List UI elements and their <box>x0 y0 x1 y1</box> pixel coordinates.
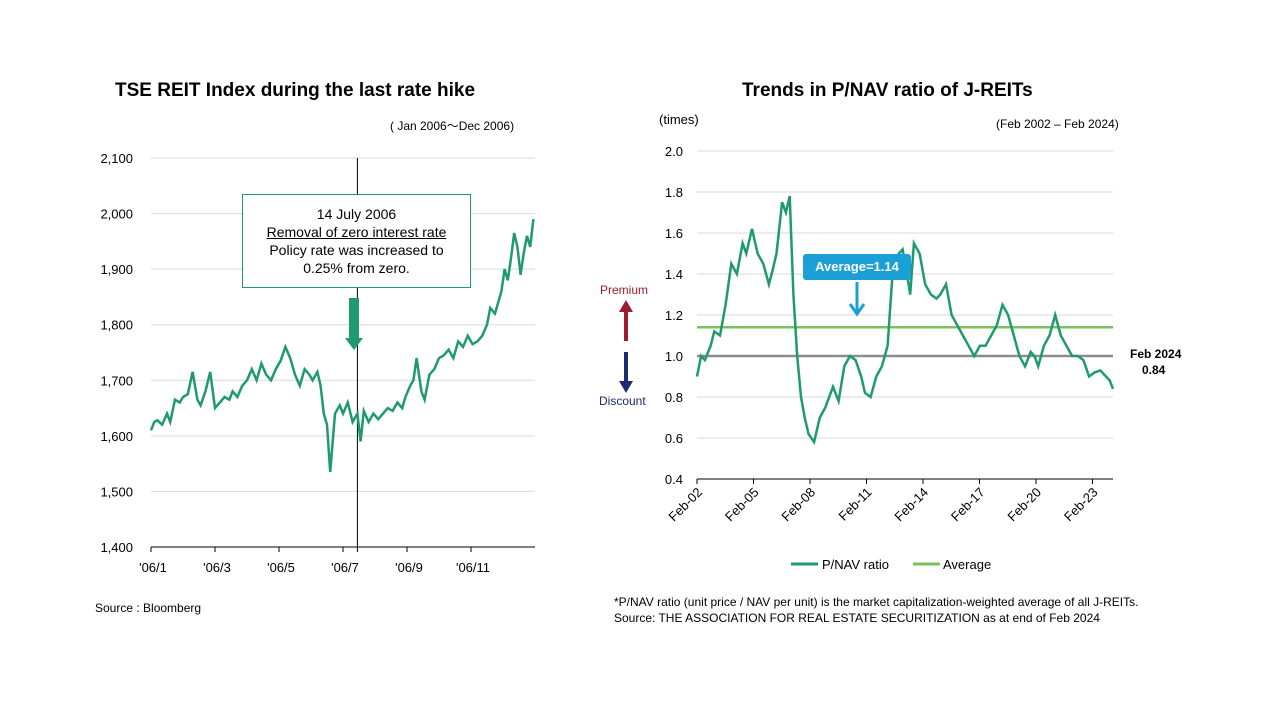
right-y-ticks: 0.4 0.6 0.8 1.0 1.2 1.4 1.6 1.8 2.0 <box>665 144 683 487</box>
end-label: Feb 2024 <box>1130 347 1182 361</box>
left-y-tick-label: 2,000 <box>100 207 133 222</box>
left-chart-period: ( Jan 2006～Dec 2006) <box>390 119 515 133</box>
left-x-tick-label: '06/5 <box>267 560 295 575</box>
right-x-tick-label: Feb-20 <box>1004 485 1044 525</box>
left-chart-title: TSE REIT Index during the last rate hike <box>115 80 476 101</box>
callout-date: 14 July 2006 <box>316 206 397 222</box>
right-y-tick-label: 0.4 <box>665 472 683 487</box>
right-x-tick-label: Feb-08 <box>778 485 818 525</box>
premium-arrow-icon <box>619 300 633 341</box>
right-x-tick-label: Feb-05 <box>722 485 762 525</box>
end-value: 0.84 <box>1142 363 1166 377</box>
callout-line1: Policy rate was increased to <box>269 242 444 258</box>
right-x-tick-label: Feb-17 <box>948 485 988 525</box>
left-x-tick-label: '06/7 <box>331 560 359 575</box>
left-x-tick-label: '06/11 <box>456 560 490 575</box>
right-grid <box>697 150 1113 480</box>
right-x-tick-label: Feb-02 <box>665 485 705 525</box>
average-badge: Average=1.14 <box>803 254 911 280</box>
legend-label-pnav: P/NAV ratio <box>822 557 889 572</box>
right-chart-title: Trends in P/NAV ratio of J-REITs <box>742 80 1033 101</box>
discount-label: Discount <box>599 394 646 408</box>
tse-reit-index-line <box>149 218 535 473</box>
legend-label-average: Average <box>943 557 992 572</box>
right-y-tick-label: 1.2 <box>665 308 683 323</box>
pnav-ratio-line <box>695 195 1115 446</box>
callout-line2: 0.25% from zero. <box>303 260 410 276</box>
footnote-2: Source: THE ASSOCIATION FOR REAL ESTATE … <box>614 611 1100 625</box>
right-y-tick-label: 1.0 <box>665 349 683 364</box>
right-x-tick-label: Feb-23 <box>1061 485 1101 525</box>
right-y-tick-label: 1.8 <box>665 185 683 200</box>
right-x-tick-label: Feb-14 <box>891 485 931 525</box>
right-y-tick-label: 1.4 <box>665 267 683 282</box>
discount-arrow-icon <box>619 352 633 393</box>
left-y-tick-label: 1,600 <box>100 429 133 444</box>
left-y-tick-label: 1,700 <box>100 373 133 388</box>
left-x-tick-label: '06/1 <box>139 560 167 575</box>
left-y-tick-label: 2,100 <box>100 151 133 166</box>
right-y-tick-label: 1.6 <box>665 226 683 241</box>
rate-hike-callout: 14 July 2006 Removal of zero interest ra… <box>242 194 471 288</box>
left-source: Source : Bloomberg <box>95 601 202 615</box>
right-x-tick-label: Feb-11 <box>836 485 875 524</box>
right-unit-label: (times) <box>659 112 699 127</box>
premium-label: Premium <box>600 283 649 297</box>
left-x-ticks: '06/1 '06/3 '06/5 '06/7 '06/9 '06/11 <box>139 547 490 575</box>
left-y-tick-label: 1,400 <box>100 540 133 555</box>
right-y-tick-label: 0.8 <box>665 390 683 405</box>
left-x-tick-label: '06/9 <box>395 560 423 575</box>
left-y-tick-label: 1,900 <box>100 262 133 277</box>
right-x-ticks: Feb-02 Feb-05 Feb-08 Feb-11 Feb-14 Feb-17 Feb-… <box>665 479 1101 525</box>
left-y-ticks: 1,400 1,500 1,600 1,700 1,800 1,900 2,000 2,100 <box>100 151 133 555</box>
right-y-tick-label: 0.6 <box>665 431 683 446</box>
left-x-tick-label: '06/3 <box>203 560 231 575</box>
right-y-tick-label: 2.0 <box>665 144 683 159</box>
left-y-tick-label: 1,800 <box>100 318 133 333</box>
right-chart-period: (Feb 2002 – Feb 2024) <box>996 117 1119 131</box>
callout-headline: Removal of zero interest rate <box>266 224 447 240</box>
average-arrow-icon <box>848 282 866 317</box>
left-y-tick-label: 1,500 <box>100 484 133 499</box>
callout-arrow-icon <box>345 298 363 350</box>
footnote-1: *P/NAV ratio (unit price / NAV per unit)… <box>614 595 1139 609</box>
